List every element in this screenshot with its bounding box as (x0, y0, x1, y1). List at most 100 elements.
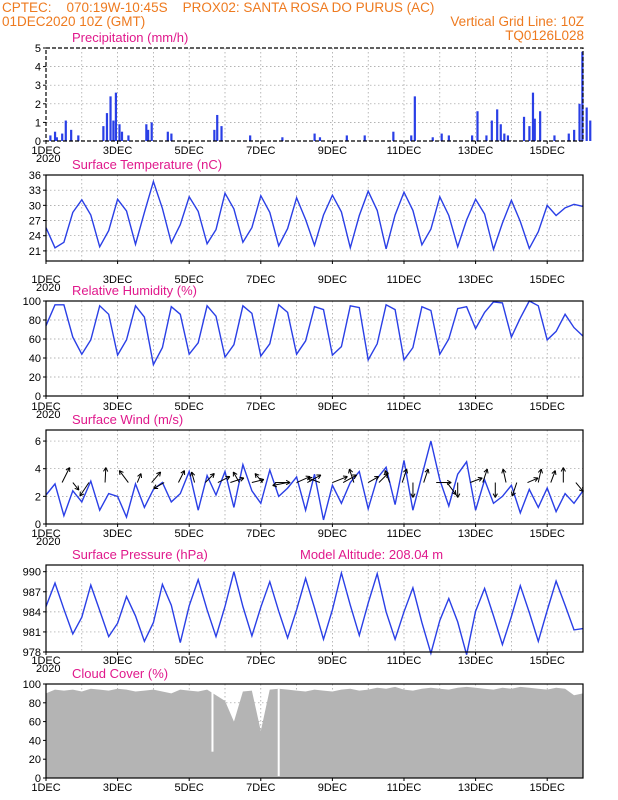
wind-arrow-head (384, 470, 389, 474)
wind-arrow-head (285, 479, 291, 483)
header-model-code: TQ0126L028 (505, 28, 584, 43)
x-tick-label: 11DEC (387, 782, 422, 794)
x-tick-label: 5DEC (175, 145, 204, 157)
x-tick-year-label: 2020 (36, 409, 60, 421)
wind-arrow (217, 476, 231, 483)
x-tick-label: 13DEC (458, 401, 494, 413)
wind-arrow (61, 467, 71, 483)
wind-arrow-head (483, 468, 488, 473)
precipitation-bar (522, 116, 526, 141)
x-tick-label: 5DEC (175, 274, 204, 286)
wind-arrow-head (375, 476, 380, 481)
wind-arrow (72, 482, 80, 491)
x-tick-label: 9DEC (318, 274, 347, 286)
wind-arrow (537, 468, 542, 483)
wind-arrow-head (560, 467, 564, 472)
wind-arrow (423, 468, 429, 483)
wind-arrow (204, 473, 215, 483)
y-tick-label: 100 (23, 679, 41, 691)
wind-arrow (272, 482, 288, 487)
precipitation-bar (476, 111, 479, 141)
x-tick-label: 13DEC (458, 528, 494, 540)
wind-arrow (178, 470, 185, 483)
y-tick-label: 60 (29, 334, 41, 346)
wind-arrow (251, 479, 264, 484)
y-tick-label: 0 (35, 391, 41, 403)
x-tick-label: 1DEC (31, 528, 60, 540)
series-line (45, 300, 584, 367)
precipitation-bar (120, 131, 124, 141)
precipitation-bar (490, 120, 493, 141)
y-tick-label: 0 (35, 136, 41, 148)
wind-arrow (348, 468, 355, 483)
series-line (45, 179, 584, 252)
wind-arrow-head (455, 493, 459, 498)
wind-arrow-head (191, 471, 196, 476)
precipitation-bar (249, 135, 252, 141)
x-tick-label: 5DEC (175, 401, 204, 413)
y-tick-label: 0 (35, 773, 41, 785)
precipitation-bar (64, 120, 67, 141)
wind-arrow-head (353, 474, 358, 480)
precipitation-bar (499, 124, 502, 141)
wind-arrow-head (554, 470, 557, 476)
wind-arrow-head (451, 492, 457, 495)
precipitation-bar (392, 131, 395, 141)
precipitation-bar (220, 126, 223, 141)
wind-arrow-head (551, 470, 556, 474)
y-tick-label: 4 (35, 464, 41, 476)
y-tick-label: 6 (35, 436, 41, 448)
precipitation-bar (216, 114, 219, 141)
wind-arrow-head (427, 468, 430, 474)
y-tick-label: 40 (29, 353, 41, 365)
x-tick-label: 7DEC (246, 145, 275, 157)
x-tick-label: 15DEC (529, 655, 565, 667)
x-tick-label: 7DEC (246, 528, 275, 540)
precipitation-bar (413, 96, 416, 141)
y-tick-label: 2 (35, 99, 41, 111)
panel-title: Surface Temperature (nC) (72, 157, 222, 172)
panel-title: Precipitation (mm/h) (72, 30, 188, 45)
wind-arrow (527, 477, 539, 483)
wind-arrow (342, 474, 357, 483)
wind-arrow-head (348, 468, 350, 474)
wind-arrow-head (74, 487, 80, 491)
x-tick-label: 9DEC (318, 655, 347, 667)
wind-arrow-head (285, 482, 291, 486)
precipitation-bar (105, 113, 109, 141)
x-tick-label: 9DEC (318, 782, 347, 794)
x-tick-year-label: 2020 (36, 153, 60, 165)
x-tick-label: 15DEC (529, 145, 565, 157)
precipitation-bar (127, 135, 130, 141)
y-tick-label: 20 (29, 372, 41, 384)
x-tick-label: 15DEC (529, 528, 565, 540)
precipitation-bar (528, 126, 531, 141)
y-tick-label: 2 (35, 491, 41, 503)
wind-arrow-head (342, 475, 348, 478)
panel-frame (45, 683, 584, 779)
wind-arrow-head (226, 476, 231, 481)
series-line (45, 570, 584, 656)
wind-arrow-head (412, 493, 416, 498)
x-tick-label: 9DEC (318, 528, 347, 540)
y-tick-label: 1 (35, 117, 41, 129)
wind-arrow-head (494, 493, 498, 498)
precipitation-bar (410, 135, 413, 141)
y-tick-label: 27 (29, 216, 41, 228)
precipitation-bar (503, 133, 506, 141)
x-tick-label: 11DEC (387, 401, 422, 413)
precipitation-bar (114, 92, 118, 141)
y-tick-label: 984 (23, 607, 41, 619)
wind-arrow (470, 477, 483, 483)
precipitation-bar (109, 96, 112, 141)
header-grid-line-note: Vertical Grid Line: 10Z (450, 14, 584, 29)
x-tick-label: 3DEC (103, 528, 132, 540)
y-tick-label: 990 (23, 567, 41, 579)
wind-arrow-head (254, 473, 257, 479)
wind-arrow-head (233, 471, 238, 475)
wind-arrow (482, 468, 488, 483)
wind-arrow-head (254, 473, 260, 476)
x-tick-label: 15DEC (529, 401, 565, 413)
wind-arrow-head (562, 467, 566, 472)
